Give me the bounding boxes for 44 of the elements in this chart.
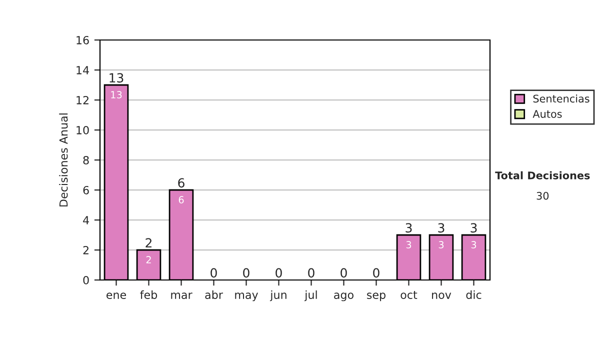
x-tick-label: nov (432, 292, 452, 300)
data-label: 3 (438, 241, 444, 248)
x-tick-label: feb (140, 290, 158, 300)
x-tick-label: abr (205, 290, 223, 300)
y-tick-label: 14 (76, 66, 89, 74)
x-tick-label: may (235, 292, 258, 302)
x-tick-label: ago (334, 292, 354, 302)
total-label: 3 (438, 223, 444, 233)
y-tick-label: 6 (83, 186, 89, 194)
legend-label: Sentencias (533, 94, 590, 103)
y-tick-label: 16 (76, 36, 89, 44)
data-label: 3 (406, 241, 412, 248)
y-tick-label: 12 (76, 96, 88, 104)
x-tick-label: jun (270, 290, 286, 302)
total-label: 0 (373, 268, 380, 278)
x-tick-label: jul (304, 290, 317, 302)
x-tick-label: oct (400, 291, 418, 300)
total-label: 0 (243, 268, 250, 278)
y-tick-label: 2 (83, 246, 88, 254)
x-tick-label: mar (171, 292, 192, 300)
total-label: 3 (470, 223, 477, 233)
total-label: 0 (210, 268, 217, 278)
total-label: 0 (340, 268, 347, 278)
total-label: 0 (276, 268, 282, 278)
data-label: 2 (146, 256, 151, 264)
y-tick-label: 4 (83, 216, 89, 224)
data-label: 6 (178, 196, 184, 204)
y-tick-label: 0 (83, 276, 89, 284)
x-tick-label: ene (106, 292, 126, 300)
text: 30 (536, 192, 549, 200)
total-label: 0 (308, 268, 314, 278)
data-label: 3 (471, 241, 476, 248)
x-tick-label: sep (367, 292, 386, 302)
x-tick-label: dic (466, 290, 482, 300)
data-label: 13 (111, 91, 122, 98)
y-tick-label: 8 (83, 156, 89, 164)
y-tick-label: 10 (76, 126, 89, 134)
total-label: 2 (146, 238, 152, 248)
y-axis-title: Decisiones Anual (59, 114, 68, 206)
total-label: 6 (178, 178, 184, 188)
total-label: 13 (110, 73, 124, 83)
text: Total Decisiones (495, 171, 590, 180)
legend-label: Autos (532, 110, 562, 118)
total-label: 3 (406, 223, 412, 233)
